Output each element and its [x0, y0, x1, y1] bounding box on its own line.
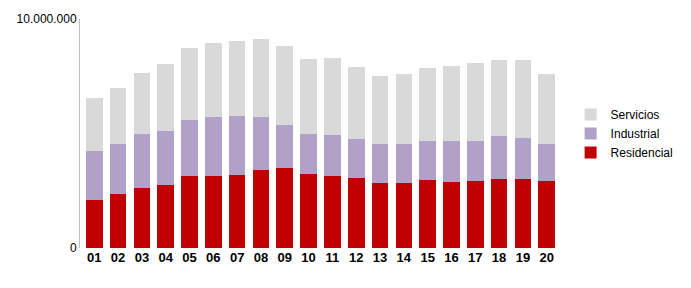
svg-text:16: 16 — [444, 250, 458, 265]
svg-text:01: 01 — [87, 250, 101, 265]
svg-text:18: 18 — [492, 250, 506, 265]
svg-text:15: 15 — [420, 250, 434, 265]
svg-text:0: 0 — [70, 241, 77, 255]
svg-text:07: 07 — [230, 250, 244, 265]
svg-text:10: 10 — [301, 250, 315, 265]
svg-text:04: 04 — [158, 250, 173, 265]
svg-text:11: 11 — [326, 250, 340, 265]
svg-text:Residencial: Residencial — [611, 146, 673, 160]
svg-text:12: 12 — [349, 250, 363, 265]
svg-text:14: 14 — [397, 250, 412, 265]
svg-text:Industrial: Industrial — [611, 127, 660, 141]
svg-text:06: 06 — [206, 250, 220, 265]
svg-text:02: 02 — [111, 250, 125, 265]
svg-text:03: 03 — [135, 250, 149, 265]
svg-text:20: 20 — [539, 250, 553, 265]
svg-text:10.000.000: 10.000.000 — [17, 12, 77, 26]
svg-text:09: 09 — [278, 250, 292, 265]
svg-text:13: 13 — [373, 250, 387, 265]
svg-text:05: 05 — [182, 250, 196, 265]
svg-text:Servicios: Servicios — [611, 108, 660, 122]
svg-text:08: 08 — [254, 250, 268, 265]
svg-text:19: 19 — [516, 250, 530, 265]
svg-text:17: 17 — [468, 250, 482, 265]
